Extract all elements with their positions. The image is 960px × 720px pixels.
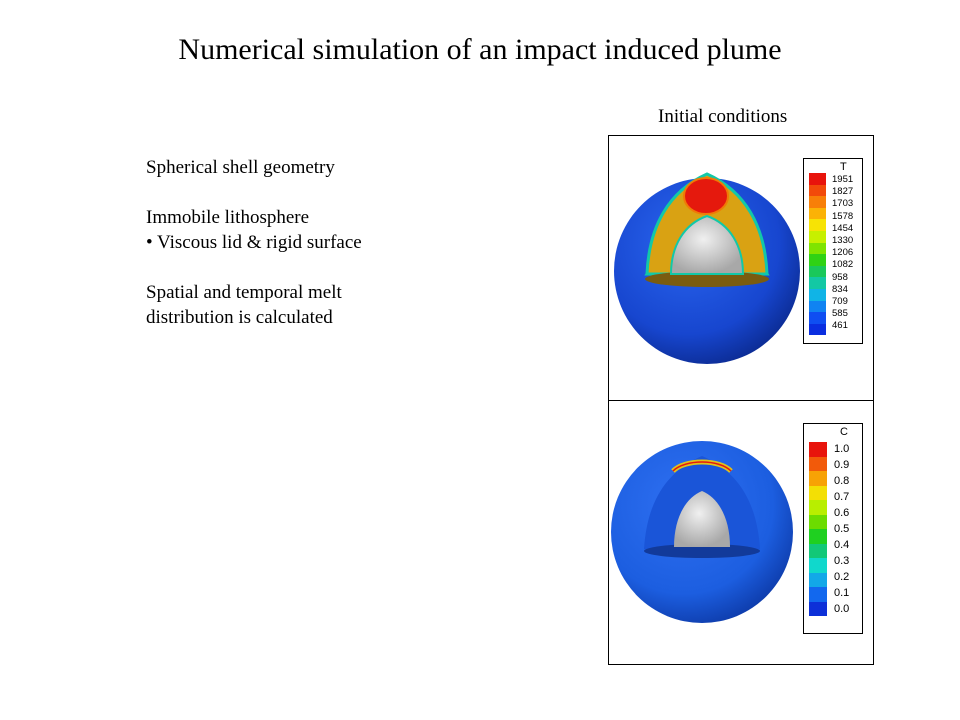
temperature-legend-label: 709 bbox=[832, 296, 848, 307]
composition-legend-swatch bbox=[809, 514, 827, 529]
temperature-panel: T 1951 1827 1703 1578 1454 1330 1206 1082 958 834… bbox=[608, 135, 874, 401]
temperature-legend-swatch bbox=[809, 300, 826, 313]
temperature-legend-swatch bbox=[809, 254, 826, 266]
composition-legend-label: 0.0 bbox=[834, 603, 850, 615]
temperature-legend-swatch bbox=[809, 312, 826, 324]
temperature-legend-label: 1578 bbox=[832, 210, 854, 222]
composition-legend-swatch bbox=[809, 529, 827, 544]
composition-legend-swatch bbox=[809, 456, 827, 471]
temperature-legend-label: 1703 bbox=[832, 198, 854, 210]
temperature-legend-label: 1082 bbox=[832, 259, 854, 271]
composition-panel: C 1.0 0.9 0.8 0.7 0.6 0.5 0.4 0.3 0.2 0.1 0.0 bbox=[608, 400, 874, 665]
composition-legend-swatch bbox=[809, 587, 827, 602]
bullet-melt-line2: distribution is calculated bbox=[146, 307, 333, 328]
composition-legend-swatch bbox=[809, 500, 827, 515]
composition-legend-swatch bbox=[809, 543, 827, 558]
temperature-legend-swatch bbox=[809, 219, 826, 231]
temperature-legend-swatch bbox=[809, 231, 826, 243]
temperature-legend-label: 1206 bbox=[832, 247, 854, 259]
composition-legend-label: 0.4 bbox=[834, 539, 850, 551]
composition-legend-label: 0.8 bbox=[834, 475, 850, 487]
temperature-legend-swatch bbox=[809, 242, 826, 255]
temperature-legend-label: 461 bbox=[832, 320, 848, 332]
composition-sphere bbox=[611, 441, 793, 623]
composition-legend-label: 0.3 bbox=[834, 555, 850, 567]
composition-legend-swatch bbox=[809, 485, 827, 500]
composition-legend-label: 0.7 bbox=[834, 491, 850, 503]
bullet-melt-line1: Spatial and temporal melt bbox=[146, 282, 342, 303]
bullet-lithosphere: Immobile lithosphere bbox=[146, 207, 310, 228]
temperature-legend-swatch bbox=[809, 289, 826, 301]
temperature-legend-label: 1330 bbox=[832, 235, 854, 246]
bullet-list: Spherical shell geometry Immobile lithos… bbox=[146, 155, 362, 330]
composition-legend-label: 1.0 bbox=[834, 443, 850, 455]
bullet-viscous-lid: • Viscous lid & rigid surface bbox=[146, 232, 362, 253]
core-region bbox=[674, 491, 730, 547]
bullet-gap bbox=[146, 255, 362, 280]
composition-legend-swatch bbox=[809, 572, 827, 587]
bullet-gap bbox=[146, 180, 362, 205]
temperature-legend-label: 1454 bbox=[832, 222, 854, 234]
composition-legend-swatch bbox=[809, 558, 827, 573]
composition-legend-label: 0.2 bbox=[834, 571, 850, 583]
composition-legend-label: 0.9 bbox=[834, 459, 850, 471]
composition-legend-label: 0.5 bbox=[834, 523, 850, 535]
composition-legend: C 1.0 0.9 0.8 0.7 0.6 0.5 0.4 0.3 0.2 0.1 0.0 bbox=[803, 423, 863, 634]
temperature-legend-label: 585 bbox=[832, 308, 848, 320]
temperature-legend-label: 1951 bbox=[832, 174, 854, 185]
bullet-geometry: Spherical shell geometry bbox=[146, 157, 335, 178]
temperature-legend-swatch bbox=[809, 184, 826, 197]
temperature-legend-swatch bbox=[809, 196, 826, 208]
composition-legend-swatch bbox=[809, 471, 827, 486]
temperature-legend-swatch bbox=[809, 323, 826, 336]
figure-subtitle: Initial conditions bbox=[658, 106, 788, 127]
composition-legend-title: C bbox=[840, 426, 848, 438]
cut-face bbox=[644, 544, 760, 558]
composition-legend-label: 0.1 bbox=[834, 587, 850, 599]
melt-cap-edge bbox=[672, 461, 732, 472]
temperature-legend-swatch bbox=[809, 207, 826, 220]
temperature-legend-swatch bbox=[809, 277, 826, 289]
plume-head bbox=[683, 177, 729, 215]
temperature-legend-label: 834 bbox=[832, 283, 848, 295]
temperature-legend-label: 958 bbox=[832, 271, 848, 283]
composition-legend-swatch bbox=[809, 601, 827, 616]
temperature-legend-swatch bbox=[809, 265, 826, 278]
core-region bbox=[669, 214, 745, 275]
composition-legend-label: 0.6 bbox=[834, 507, 850, 519]
temperature-legend-title: T bbox=[840, 161, 847, 173]
slide-title: Numerical simulation of an impact induce… bbox=[178, 33, 782, 66]
temperature-legend-swatch bbox=[809, 173, 826, 185]
temperature-legend-label: 1827 bbox=[832, 186, 854, 198]
temperature-legend: T 1951 1827 1703 1578 1454 1330 1206 1082 958 834… bbox=[803, 158, 863, 344]
temperature-sphere bbox=[614, 172, 800, 364]
composition-legend-swatch bbox=[809, 442, 827, 457]
